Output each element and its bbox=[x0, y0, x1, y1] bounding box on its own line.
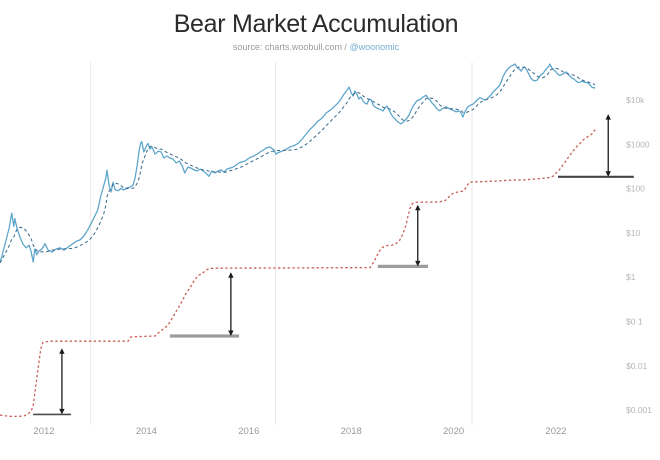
x-axis-tick-label: 2018 bbox=[341, 426, 362, 437]
price-series bbox=[0, 63, 597, 418]
arrow-head-up bbox=[228, 272, 234, 278]
accumulation-gap-arrows bbox=[33, 114, 634, 416]
source-author-link[interactable]: @woonomic bbox=[349, 42, 400, 52]
y-axis-tick-label: $0.01 bbox=[626, 361, 648, 371]
x-axis-tick-label: 2012 bbox=[33, 426, 54, 437]
x-axis-tick-label: 2014 bbox=[136, 426, 157, 437]
arrow-head-down bbox=[415, 260, 421, 267]
arrow-head-down bbox=[228, 330, 234, 336]
y-axis-tick-label: $10 bbox=[626, 228, 640, 238]
chart-source: source: charts.woobull.com / @woonomic bbox=[0, 42, 632, 52]
accumulation-line bbox=[0, 128, 597, 418]
arrow-head-up bbox=[415, 204, 421, 211]
y-axis: $10k $1000 $100 $10 $1 $0.1 $0.01 $0.001 bbox=[626, 95, 652, 415]
x-axis: 2012 2014 2016 2018 2020 2022 bbox=[33, 426, 566, 437]
chart-title: Bear Market Accumulation bbox=[173, 10, 459, 38]
arrow-head-up bbox=[605, 114, 611, 120]
x-axis-tick-label: 2020 bbox=[443, 426, 464, 437]
btc-price-line bbox=[0, 63, 596, 264]
source-text: source: charts.woobull.com / bbox=[232, 42, 350, 52]
arrow-head-down bbox=[605, 171, 611, 177]
y-axis-tick-label: $0.001 bbox=[626, 405, 652, 415]
btc-price-smoothed-line bbox=[0, 66, 596, 264]
y-axis-tick-label: $10k bbox=[626, 95, 645, 105]
y-axis-tick-label: $1000 bbox=[626, 139, 650, 149]
arrow-head-up bbox=[59, 348, 65, 354]
arrow-head-down bbox=[59, 408, 65, 415]
y-axis-tick-label: $100 bbox=[626, 184, 645, 194]
x-axis-tick-label: 2022 bbox=[545, 426, 566, 437]
x-axis-tick-label: 2016 bbox=[238, 426, 259, 437]
halving-gridlines bbox=[90, 62, 473, 425]
y-axis-tick-label: $0.1 bbox=[626, 317, 643, 327]
y-axis-tick-label: $1 bbox=[626, 272, 636, 282]
